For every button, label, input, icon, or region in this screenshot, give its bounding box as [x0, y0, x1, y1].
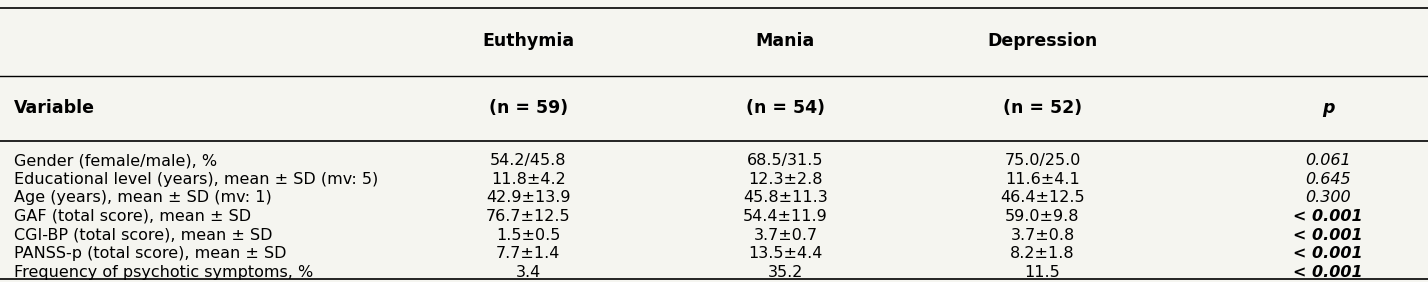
Text: 45.8±11.3: 45.8±11.3	[743, 190, 828, 205]
Text: 3.7±0.7: 3.7±0.7	[754, 228, 817, 243]
Text: < 0.001: < 0.001	[1294, 209, 1362, 224]
Text: 0.645: 0.645	[1305, 172, 1351, 187]
Text: 54.4±11.9: 54.4±11.9	[743, 209, 828, 224]
Text: 11.5: 11.5	[1024, 265, 1061, 280]
Text: 54.2/45.8: 54.2/45.8	[490, 153, 567, 168]
Text: < 0.001: < 0.001	[1294, 265, 1362, 280]
Text: 13.5±4.4: 13.5±4.4	[748, 246, 823, 261]
Text: Gender (female/male), %: Gender (female/male), %	[14, 153, 217, 168]
Text: (n = 59): (n = 59)	[488, 100, 568, 117]
Text: 0.061: 0.061	[1305, 153, 1351, 168]
Text: 59.0±9.8: 59.0±9.8	[1005, 209, 1080, 224]
Text: 35.2: 35.2	[768, 265, 803, 280]
Text: 42.9±13.9: 42.9±13.9	[486, 190, 571, 205]
Text: Mania: Mania	[755, 32, 815, 50]
Text: 46.4±12.5: 46.4±12.5	[1000, 190, 1085, 205]
Text: 8.2±1.8: 8.2±1.8	[1010, 246, 1075, 261]
Text: Frequency of psychotic symptoms, %: Frequency of psychotic symptoms, %	[14, 265, 314, 280]
Text: GAF (total score), mean ± SD: GAF (total score), mean ± SD	[14, 209, 251, 224]
Text: 11.6±4.1: 11.6±4.1	[1005, 172, 1080, 187]
Text: 0.300: 0.300	[1305, 190, 1351, 205]
Text: PANSS-p (total score), mean ± SD: PANSS-p (total score), mean ± SD	[14, 246, 287, 261]
Text: 11.8±4.2: 11.8±4.2	[491, 172, 565, 187]
Text: 3.4: 3.4	[516, 265, 541, 280]
Text: CGI-BP (total score), mean ± SD: CGI-BP (total score), mean ± SD	[14, 228, 273, 243]
Text: 12.3±2.8: 12.3±2.8	[748, 172, 823, 187]
Text: 76.7±12.5: 76.7±12.5	[486, 209, 571, 224]
Text: 3.7±0.8: 3.7±0.8	[1011, 228, 1074, 243]
Text: < 0.001: < 0.001	[1294, 228, 1362, 243]
Text: 7.7±1.4: 7.7±1.4	[496, 246, 561, 261]
Text: Euthymia: Euthymia	[483, 32, 574, 50]
Text: (n = 54): (n = 54)	[745, 100, 825, 117]
Text: Educational level (years), mean ± SD (mv: 5): Educational level (years), mean ± SD (mv…	[14, 172, 378, 187]
Text: Variable: Variable	[14, 100, 96, 117]
Text: 1.5±0.5: 1.5±0.5	[496, 228, 561, 243]
Text: (n = 52): (n = 52)	[1002, 100, 1082, 117]
Text: p: p	[1322, 100, 1334, 117]
Text: < 0.001: < 0.001	[1294, 246, 1362, 261]
Text: Depression: Depression	[987, 32, 1098, 50]
Text: 68.5/31.5: 68.5/31.5	[747, 153, 824, 168]
Text: 75.0/25.0: 75.0/25.0	[1004, 153, 1081, 168]
Text: Age (years), mean ± SD (mv: 1): Age (years), mean ± SD (mv: 1)	[14, 190, 271, 205]
